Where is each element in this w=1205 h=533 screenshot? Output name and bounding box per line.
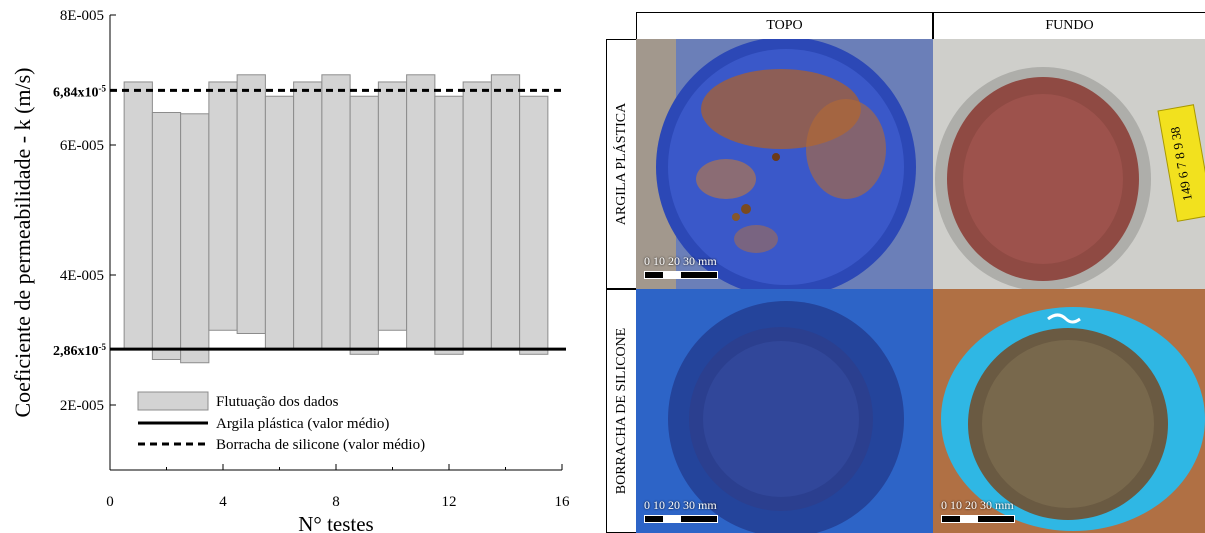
photo-argila-topo: 0 10 20 30 mm xyxy=(636,39,933,289)
bar-test-1 xyxy=(123,81,153,350)
photo-borracha-topo: 0 10 20 30 mm xyxy=(636,289,933,533)
photo-argila-fundo: 149 6 7 8 9 38 xyxy=(933,39,1205,289)
row-label-borracha: BORRACHA DE SILICONE xyxy=(606,289,636,533)
bar-test-14 xyxy=(490,74,521,350)
bar-test-13 xyxy=(462,81,492,350)
column-header-fundo: FUNDO xyxy=(933,12,1205,39)
permeability-chart: 2,86x10-5 6,84x10-5 2E-005 4E-005 6E-005 8E-0… xyxy=(10,8,570,533)
row-label-argila-text: ARGILA PLÁSTICA xyxy=(613,102,629,226)
bar-test-8 xyxy=(321,74,351,350)
bar-test-10 xyxy=(377,81,408,331)
bar-test-3 xyxy=(180,113,210,364)
x-axis-label: N° testes xyxy=(298,512,373,533)
mean-label-argila: 2,86x10-5 xyxy=(53,342,106,359)
scale-bar-argila-topo: 0 10 20 30 mm xyxy=(644,254,718,279)
photo-borracha-topo-image xyxy=(636,289,933,533)
scale-bar-borracha-fundo: 0 10 20 30 mm xyxy=(941,498,1015,523)
y-tick-label-1: 4E-005 xyxy=(60,268,104,284)
column-header-topo: TOPO xyxy=(636,12,933,39)
y-tick-label-2: 6E-005 xyxy=(60,138,104,154)
y-axis-label: Coeficiente de permeabilidade - k (m/s) xyxy=(10,67,35,417)
mean-label-borracha: 6,84x10-5 xyxy=(53,83,106,100)
scale-bar-stripe xyxy=(644,271,718,279)
bar-test-4 xyxy=(208,81,238,331)
bar-test-9 xyxy=(349,95,379,355)
plot-area: 2,86x10-5 6,84x10-5 2E-005 4E-005 6E-005 8E-0… xyxy=(10,8,570,533)
photo-borracha-fundo-image xyxy=(933,289,1205,533)
photo-grid: TOPO FUNDO ARGILA PLÁSTICA BORRACHA DE S… xyxy=(606,12,1205,533)
photo-borracha-fundo: 0 10 20 30 mm xyxy=(933,289,1205,533)
scale-bar-stripe xyxy=(644,515,718,523)
x-tick-label-4: 16 xyxy=(555,494,571,510)
legend-label-bars: Flutuação dos dados xyxy=(216,394,339,410)
scale-bar-label: 0 10 20 30 mm xyxy=(941,498,1014,512)
bar-test-6 xyxy=(264,95,295,350)
scale-bar-label: 0 10 20 30 mm xyxy=(644,254,717,268)
y-tick-label-3: 8E-005 xyxy=(60,8,104,24)
x-tick-label-2: 8 xyxy=(332,494,340,510)
x-tick-label-3: 12 xyxy=(442,494,457,510)
legend-swatch-bars xyxy=(137,391,209,411)
row-label-argila: ARGILA PLÁSTICA xyxy=(606,39,636,289)
y-tick-label-0: 2E-005 xyxy=(60,398,104,414)
scale-bar-borracha-topo: 0 10 20 30 mm xyxy=(644,498,718,523)
bar-test-2 xyxy=(151,112,182,360)
scale-bar-stripe xyxy=(941,515,1015,523)
bar-test-11 xyxy=(406,74,436,350)
x-tick-label-0: 0 xyxy=(106,494,114,510)
bar-test-7 xyxy=(293,81,323,350)
row-label-borracha-text: BORRACHA DE SILICONE xyxy=(613,327,629,495)
x-tick-label-1: 4 xyxy=(219,494,227,510)
bar-test-15 xyxy=(519,95,549,355)
legend-label-borracha: Borracha de silicone (valor médio) xyxy=(216,437,425,453)
photo-argila-topo-image xyxy=(636,39,933,289)
legend-label-argila: Argila plástica (valor médio) xyxy=(216,416,389,432)
bar-test-5 xyxy=(236,74,266,335)
photo-argila-fundo-image: 149 6 7 8 9 38 xyxy=(933,39,1205,289)
scale-bar-label: 0 10 20 30 mm xyxy=(644,498,717,512)
bar-test-12 xyxy=(434,95,464,355)
